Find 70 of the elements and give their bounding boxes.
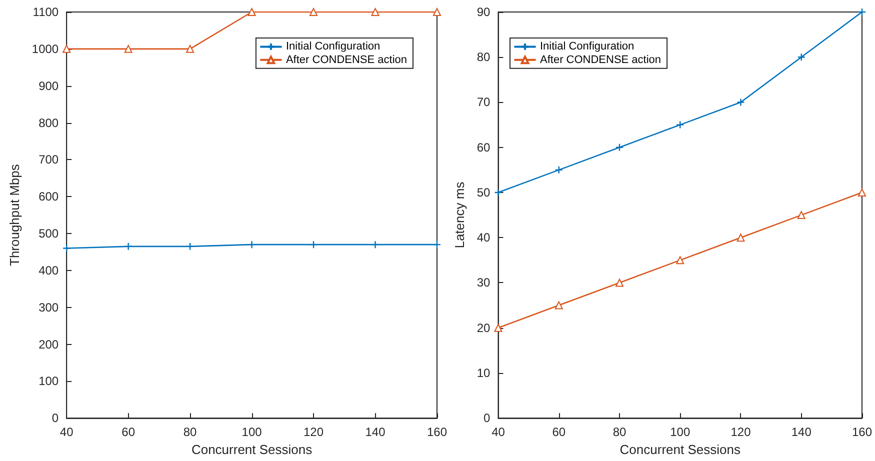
point [124,44,132,53]
x-axis-title: Concurrent Sessions [191,442,313,457]
y-tick-label: 20 [476,320,491,335]
y-tick-label: 1000 [32,42,59,56]
point [858,8,866,16]
point [371,8,380,16]
point [858,188,866,196]
y-tick-label: 10 [476,366,491,380]
legend-label: Initial Configuration [540,40,634,53]
point [615,143,624,152]
y-tick-label: 1100 [32,5,59,19]
y-tick-label: 500 [38,226,59,241]
legend-label: Initial Configuration [286,40,380,53]
legend-label: After CONDENSE action [286,54,408,66]
point [797,53,806,62]
x-tick-label: 100 [242,425,262,440]
point [310,8,318,16]
point [676,120,684,129]
point [309,240,318,249]
x-tick-label: 120 [304,425,324,440]
y-tick-label: 800 [38,116,59,130]
y-tick-label: 80 [476,50,491,64]
y-tick-label: 60 [476,140,491,154]
point [494,188,502,197]
legend-label: After CONDENSE action [540,54,662,66]
x-tick-label: 160 [426,425,448,440]
point [62,244,71,252]
point [797,211,806,220]
y-tick-label: 40 [476,230,491,245]
x-tick-label: 40 [60,425,74,440]
y-axis-title: Throughput Mbps [7,164,22,266]
point [432,240,442,249]
x-tick-label: 60 [552,425,566,440]
y-tick-label: 50 [476,185,491,200]
point [248,8,256,16]
y-tick-label: 90 [476,5,491,19]
point [554,301,563,310]
x-tick-label: 100 [670,425,690,440]
point [554,166,563,174]
y-axis-title: Latency ms [452,181,467,248]
point [676,256,684,264]
x-tick-label: 80 [612,425,626,440]
y-tick-label: 30 [476,276,491,290]
point [248,240,256,249]
y-tick-label: 400 [38,263,59,278]
x-tick-label: 160 [852,425,872,440]
y-tick-label: 0 [52,411,59,426]
y-tick-label: 0 [484,411,491,426]
x-tick-label: 60 [122,425,136,440]
point [371,240,380,249]
point [432,8,441,16]
x-tick-label: 120 [730,425,752,440]
x-tick-label: 140 [365,425,386,440]
y-tick-label: 700 [38,152,59,167]
x-axis-title: Concurrent Sessions [620,442,741,457]
x-tick-label: 140 [791,425,812,440]
y-tick-label: 100 [38,374,59,388]
x-tick-label: 40 [492,425,506,440]
x-tick-label: 80 [183,425,198,440]
y-tick-label: 300 [38,300,59,314]
point [615,278,624,287]
y-tick-label: 70 [476,95,491,110]
y-tick-label: 600 [38,190,59,204]
point [124,242,132,251]
point [186,242,194,251]
point [736,234,745,242]
y-tick-label: 900 [38,78,59,93]
y-tick-label: 200 [38,337,59,352]
point [736,98,745,106]
point [186,44,194,53]
